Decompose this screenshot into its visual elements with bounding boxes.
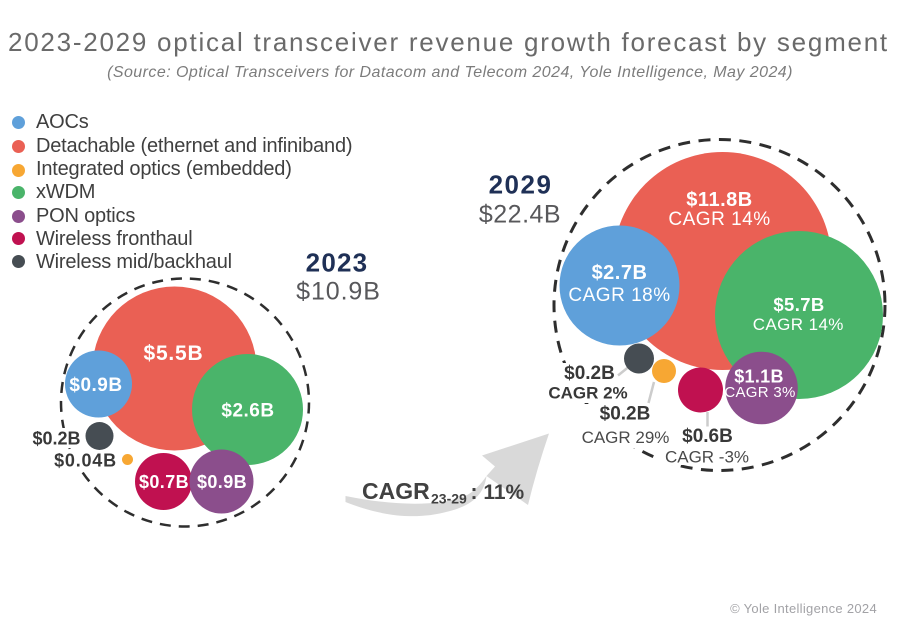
svg-text:$0.7B: $0.7B [139, 472, 189, 492]
svg-text:CAGR: CAGR [362, 478, 430, 504]
svg-text:$0.9B: $0.9B [69, 375, 122, 396]
svg-text:$10.9B: $10.9B [296, 278, 381, 306]
svg-text:CAGR 29%: CAGR 29% [582, 428, 670, 447]
svg-text:CAGR 14%: CAGR 14% [668, 209, 770, 230]
svg-text:$11.8B: $11.8B [686, 189, 752, 211]
svg-text:$1.1B: $1.1B [734, 367, 784, 387]
svg-text:2023: 2023 [306, 248, 369, 278]
svg-text:$0.6B: $0.6B [682, 426, 733, 447]
svg-text:$0.2B: $0.2B [32, 429, 80, 449]
svg-text:$5.5B: $5.5B [143, 342, 203, 365]
svg-text:CAGR 3%: CAGR 3% [724, 384, 795, 401]
svg-text:$0.2B: $0.2B [564, 363, 615, 384]
svg-text:CAGR 14%: CAGR 14% [753, 315, 844, 334]
svg-text:$22.4B: $22.4B [479, 201, 561, 229]
svg-text:2029: 2029 [489, 170, 553, 200]
svg-text:$2.6B: $2.6B [221, 401, 274, 422]
svg-text:CAGR 2%: CAGR 2% [548, 384, 627, 403]
svg-text:23-29: 23-29 [431, 491, 467, 507]
svg-text:: 11%: : 11% [471, 481, 525, 504]
svg-text:$0.2B: $0.2B [600, 404, 651, 425]
svg-text:CAGR -3%: CAGR -3% [665, 448, 749, 467]
svg-text:$0.04B: $0.04B [54, 451, 117, 471]
svg-text:$5.7B: $5.7B [773, 294, 824, 315]
svg-text:CAGR 18%: CAGR 18% [568, 285, 670, 306]
svg-text:$0.9B: $0.9B [197, 472, 247, 492]
svg-text:$2.7B: $2.7B [592, 262, 648, 284]
